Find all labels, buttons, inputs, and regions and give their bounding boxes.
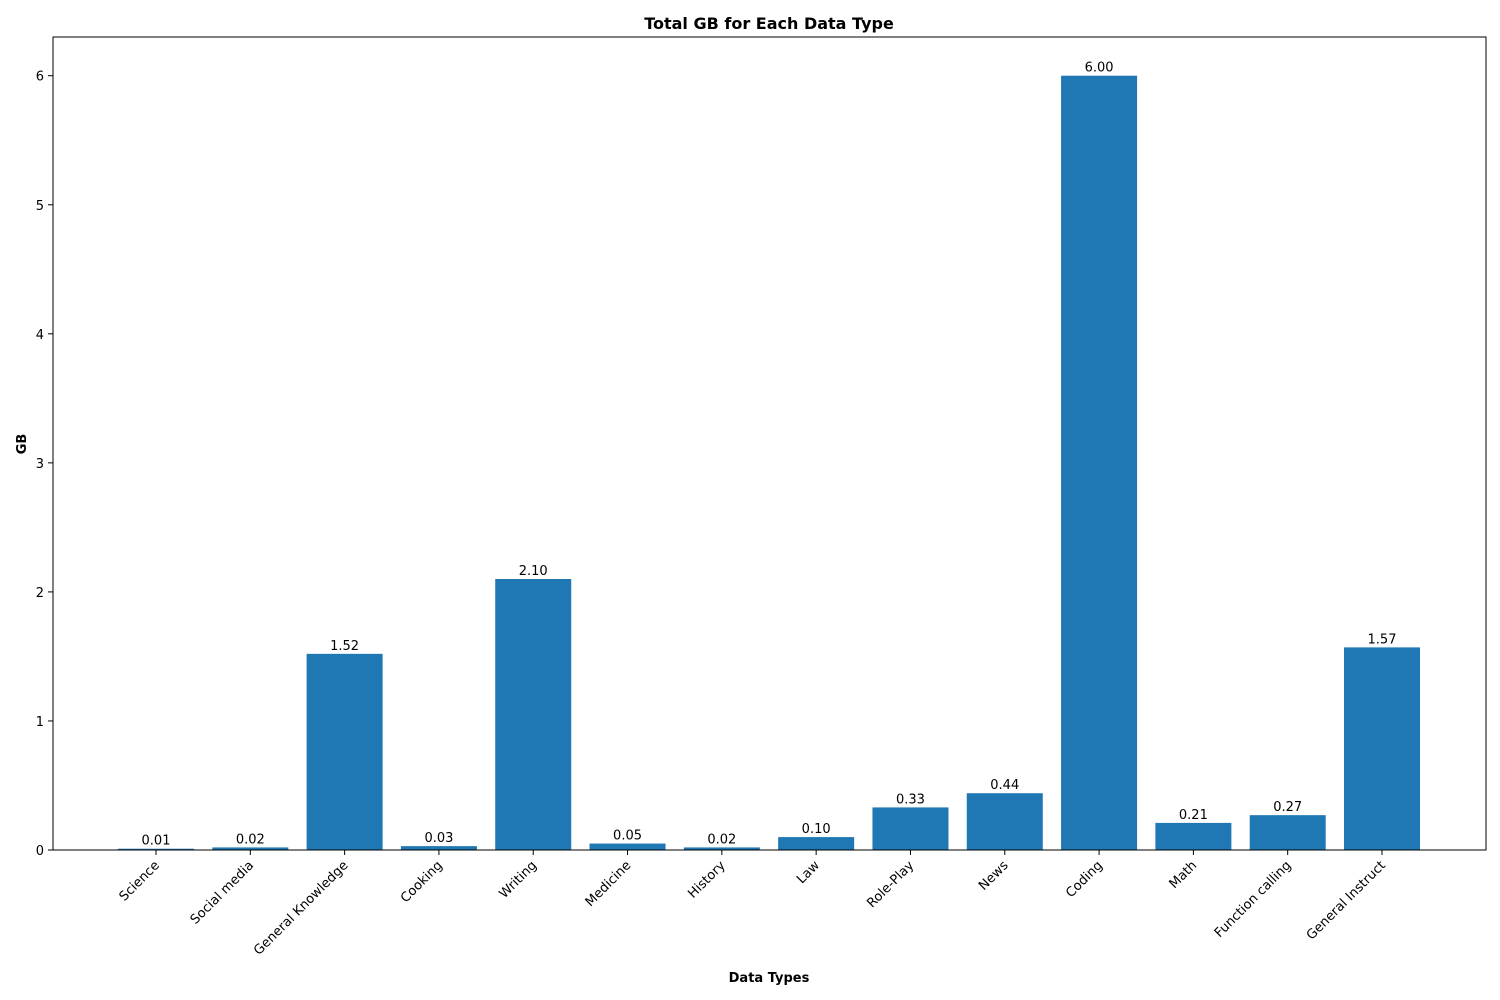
y-axis: 0 1 2 3 4 5 6	[36, 70, 53, 859]
x-axis-label: Data Types	[729, 971, 810, 986]
bar-general-instruct	[1344, 647, 1420, 850]
y-axis-label: GB	[15, 434, 30, 455]
y-tick-label: 1	[36, 715, 44, 730]
x-tick-label: News	[976, 858, 1012, 894]
x-tick-label: General Instruct	[1304, 858, 1389, 943]
bar-labels-group: 0.01 0.02 1.52 0.03 2.10 0.05 0.02 0.10 0.33 0.44…	[142, 61, 1397, 849]
bar-value-label: 0.10	[802, 822, 831, 837]
bar-value-label: 0.27	[1273, 800, 1302, 815]
x-tick-label: Social media	[188, 858, 257, 927]
y-tick-label: 2	[36, 586, 44, 601]
bar-value-label: 0.02	[707, 832, 736, 847]
bar-value-label: 6.00	[1085, 61, 1114, 76]
x-tick-label: History	[685, 858, 729, 902]
bar-law	[778, 837, 855, 850]
x-tick-label: Law	[794, 858, 823, 887]
bar-math	[1155, 822, 1232, 850]
bar-value-label: 0.01	[142, 834, 171, 849]
bars-group	[118, 75, 1420, 850]
x-tick-label: Math	[1167, 858, 1201, 892]
bar-news	[966, 793, 1043, 850]
bar-social-media	[212, 847, 289, 850]
x-tick-label: Role-Play	[864, 858, 917, 911]
bar-function-calling	[1249, 815, 1326, 850]
y-tick-label: 0	[36, 844, 44, 859]
y-tick-label: 3	[36, 457, 44, 472]
bar-value-label: 0.21	[1179, 808, 1208, 823]
bar-value-label: 0.02	[236, 832, 265, 847]
x-tick-label: Writing	[497, 858, 540, 901]
y-tick-label: 4	[36, 328, 44, 343]
x-tick-label: Science	[117, 858, 163, 904]
bar-value-label: 2.10	[519, 564, 548, 579]
bar-history	[683, 847, 760, 850]
bar-general-knowledge	[306, 653, 383, 850]
y-tick-label: 6	[36, 70, 44, 85]
bar-medicine	[589, 843, 666, 850]
bar-role-play	[872, 807, 949, 850]
bar-value-label: 0.33	[896, 792, 925, 807]
x-tick-label: Coding	[1063, 858, 1106, 901]
x-tick-label: Function calling	[1212, 858, 1295, 941]
bar-value-label: 1.57	[1368, 632, 1397, 647]
y-tick-label: 5	[36, 199, 44, 214]
bar-value-label: 0.44	[990, 778, 1019, 793]
x-tick-label: Cooking	[398, 858, 446, 906]
x-tick-label: General Knowledge	[251, 858, 351, 958]
bar-writing	[495, 579, 572, 850]
bar-coding	[1061, 75, 1138, 850]
x-tick-label: Medicine	[583, 858, 635, 910]
chart-title: Total GB for Each Data Type	[644, 14, 894, 33]
plot-frame	[52, 36, 1487, 851]
bar-science	[118, 848, 194, 850]
bar-value-label: 1.52	[330, 639, 359, 654]
bar-value-label: 0.05	[613, 829, 642, 844]
bar-value-label: 0.03	[424, 831, 453, 846]
bar-cooking	[400, 846, 477, 850]
